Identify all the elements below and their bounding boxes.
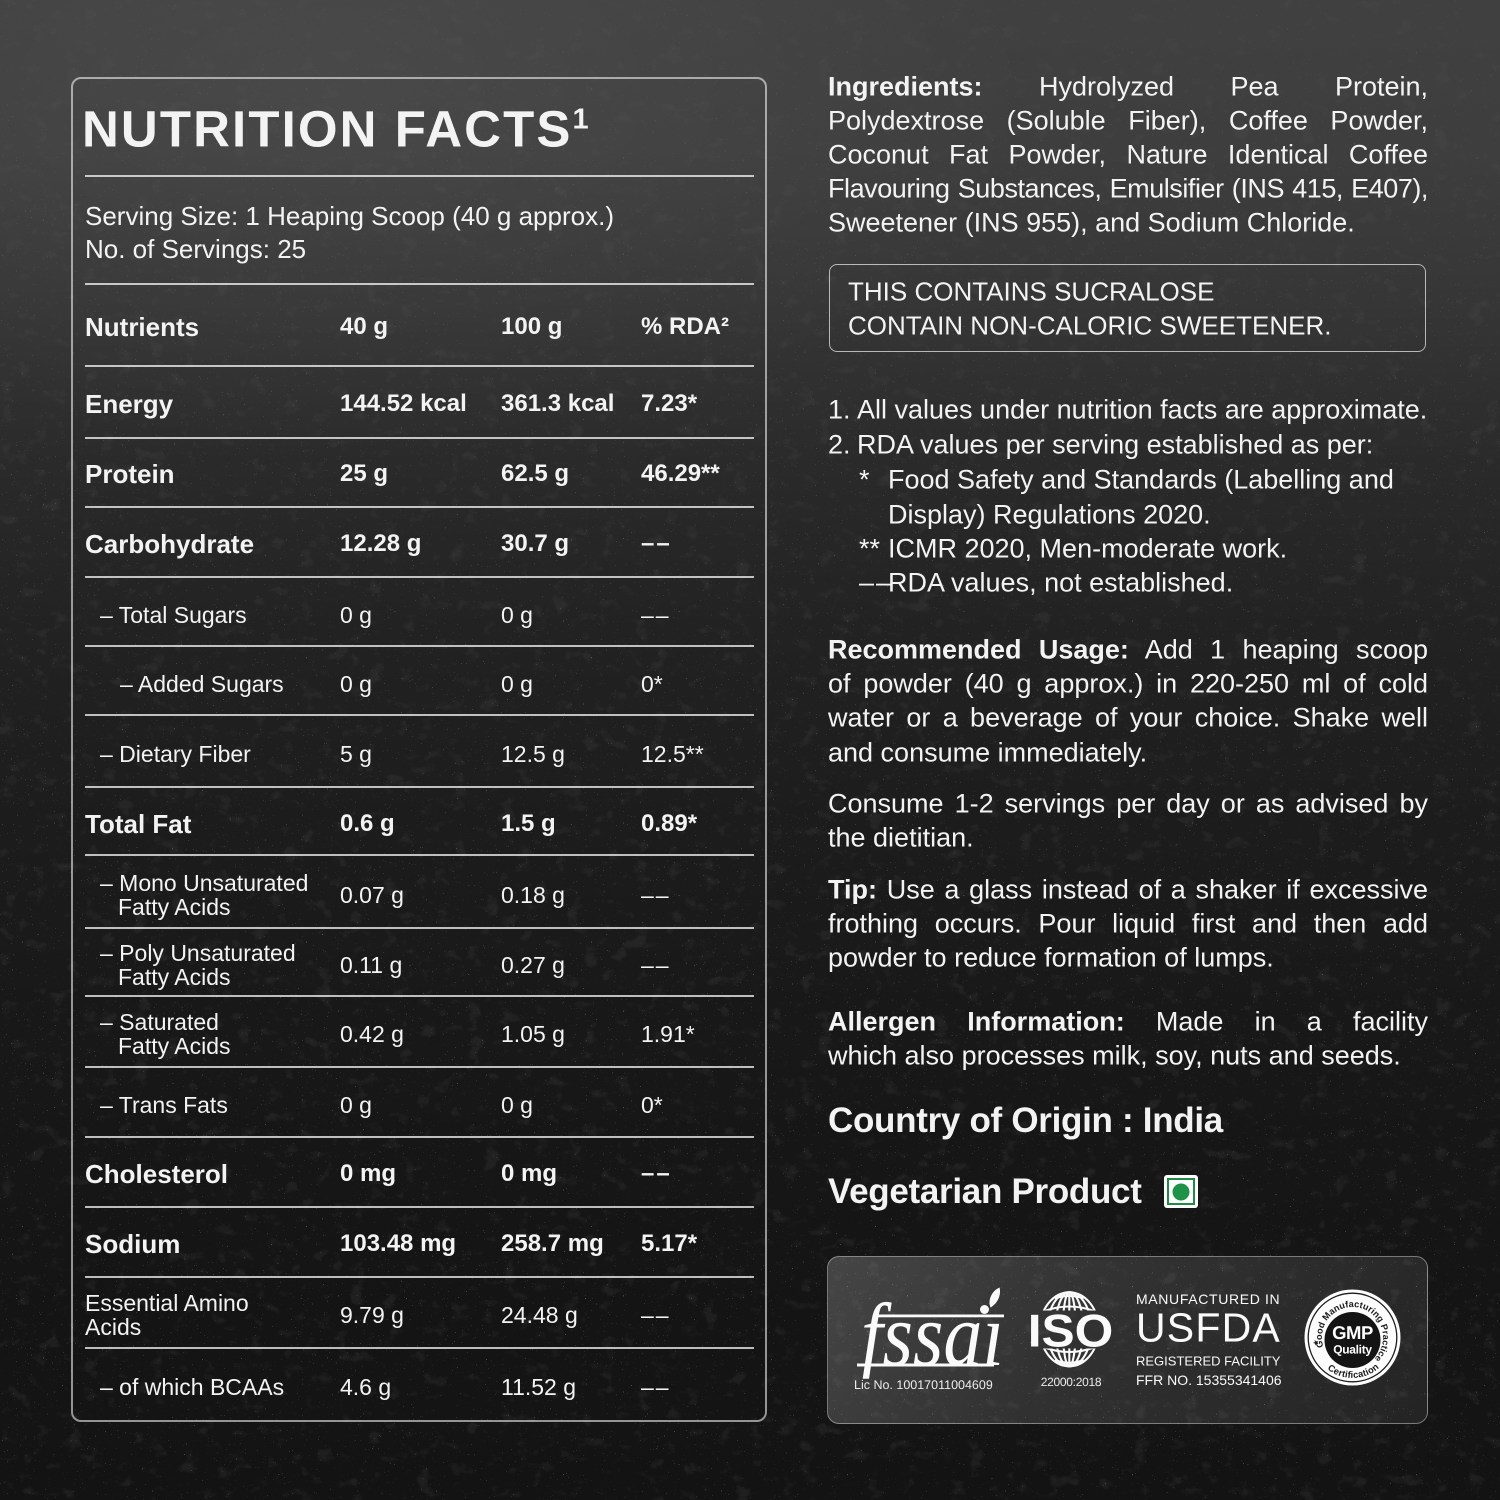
svg-text:Lic No. 10017011004609: Lic No. 10017011004609 [854, 1378, 993, 1392]
svg-text:GMP: GMP [1332, 1322, 1373, 1343]
svg-text:fssaı: fssaı [861, 1285, 1004, 1385]
svg-text:ISO: ISO [1028, 1305, 1113, 1357]
svg-text:22000:2018: 22000:2018 [1041, 1375, 1102, 1389]
svg-text:Quality: Quality [1333, 1343, 1372, 1357]
